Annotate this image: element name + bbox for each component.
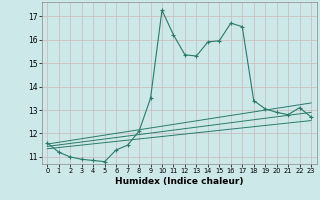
X-axis label: Humidex (Indice chaleur): Humidex (Indice chaleur) xyxy=(115,177,244,186)
